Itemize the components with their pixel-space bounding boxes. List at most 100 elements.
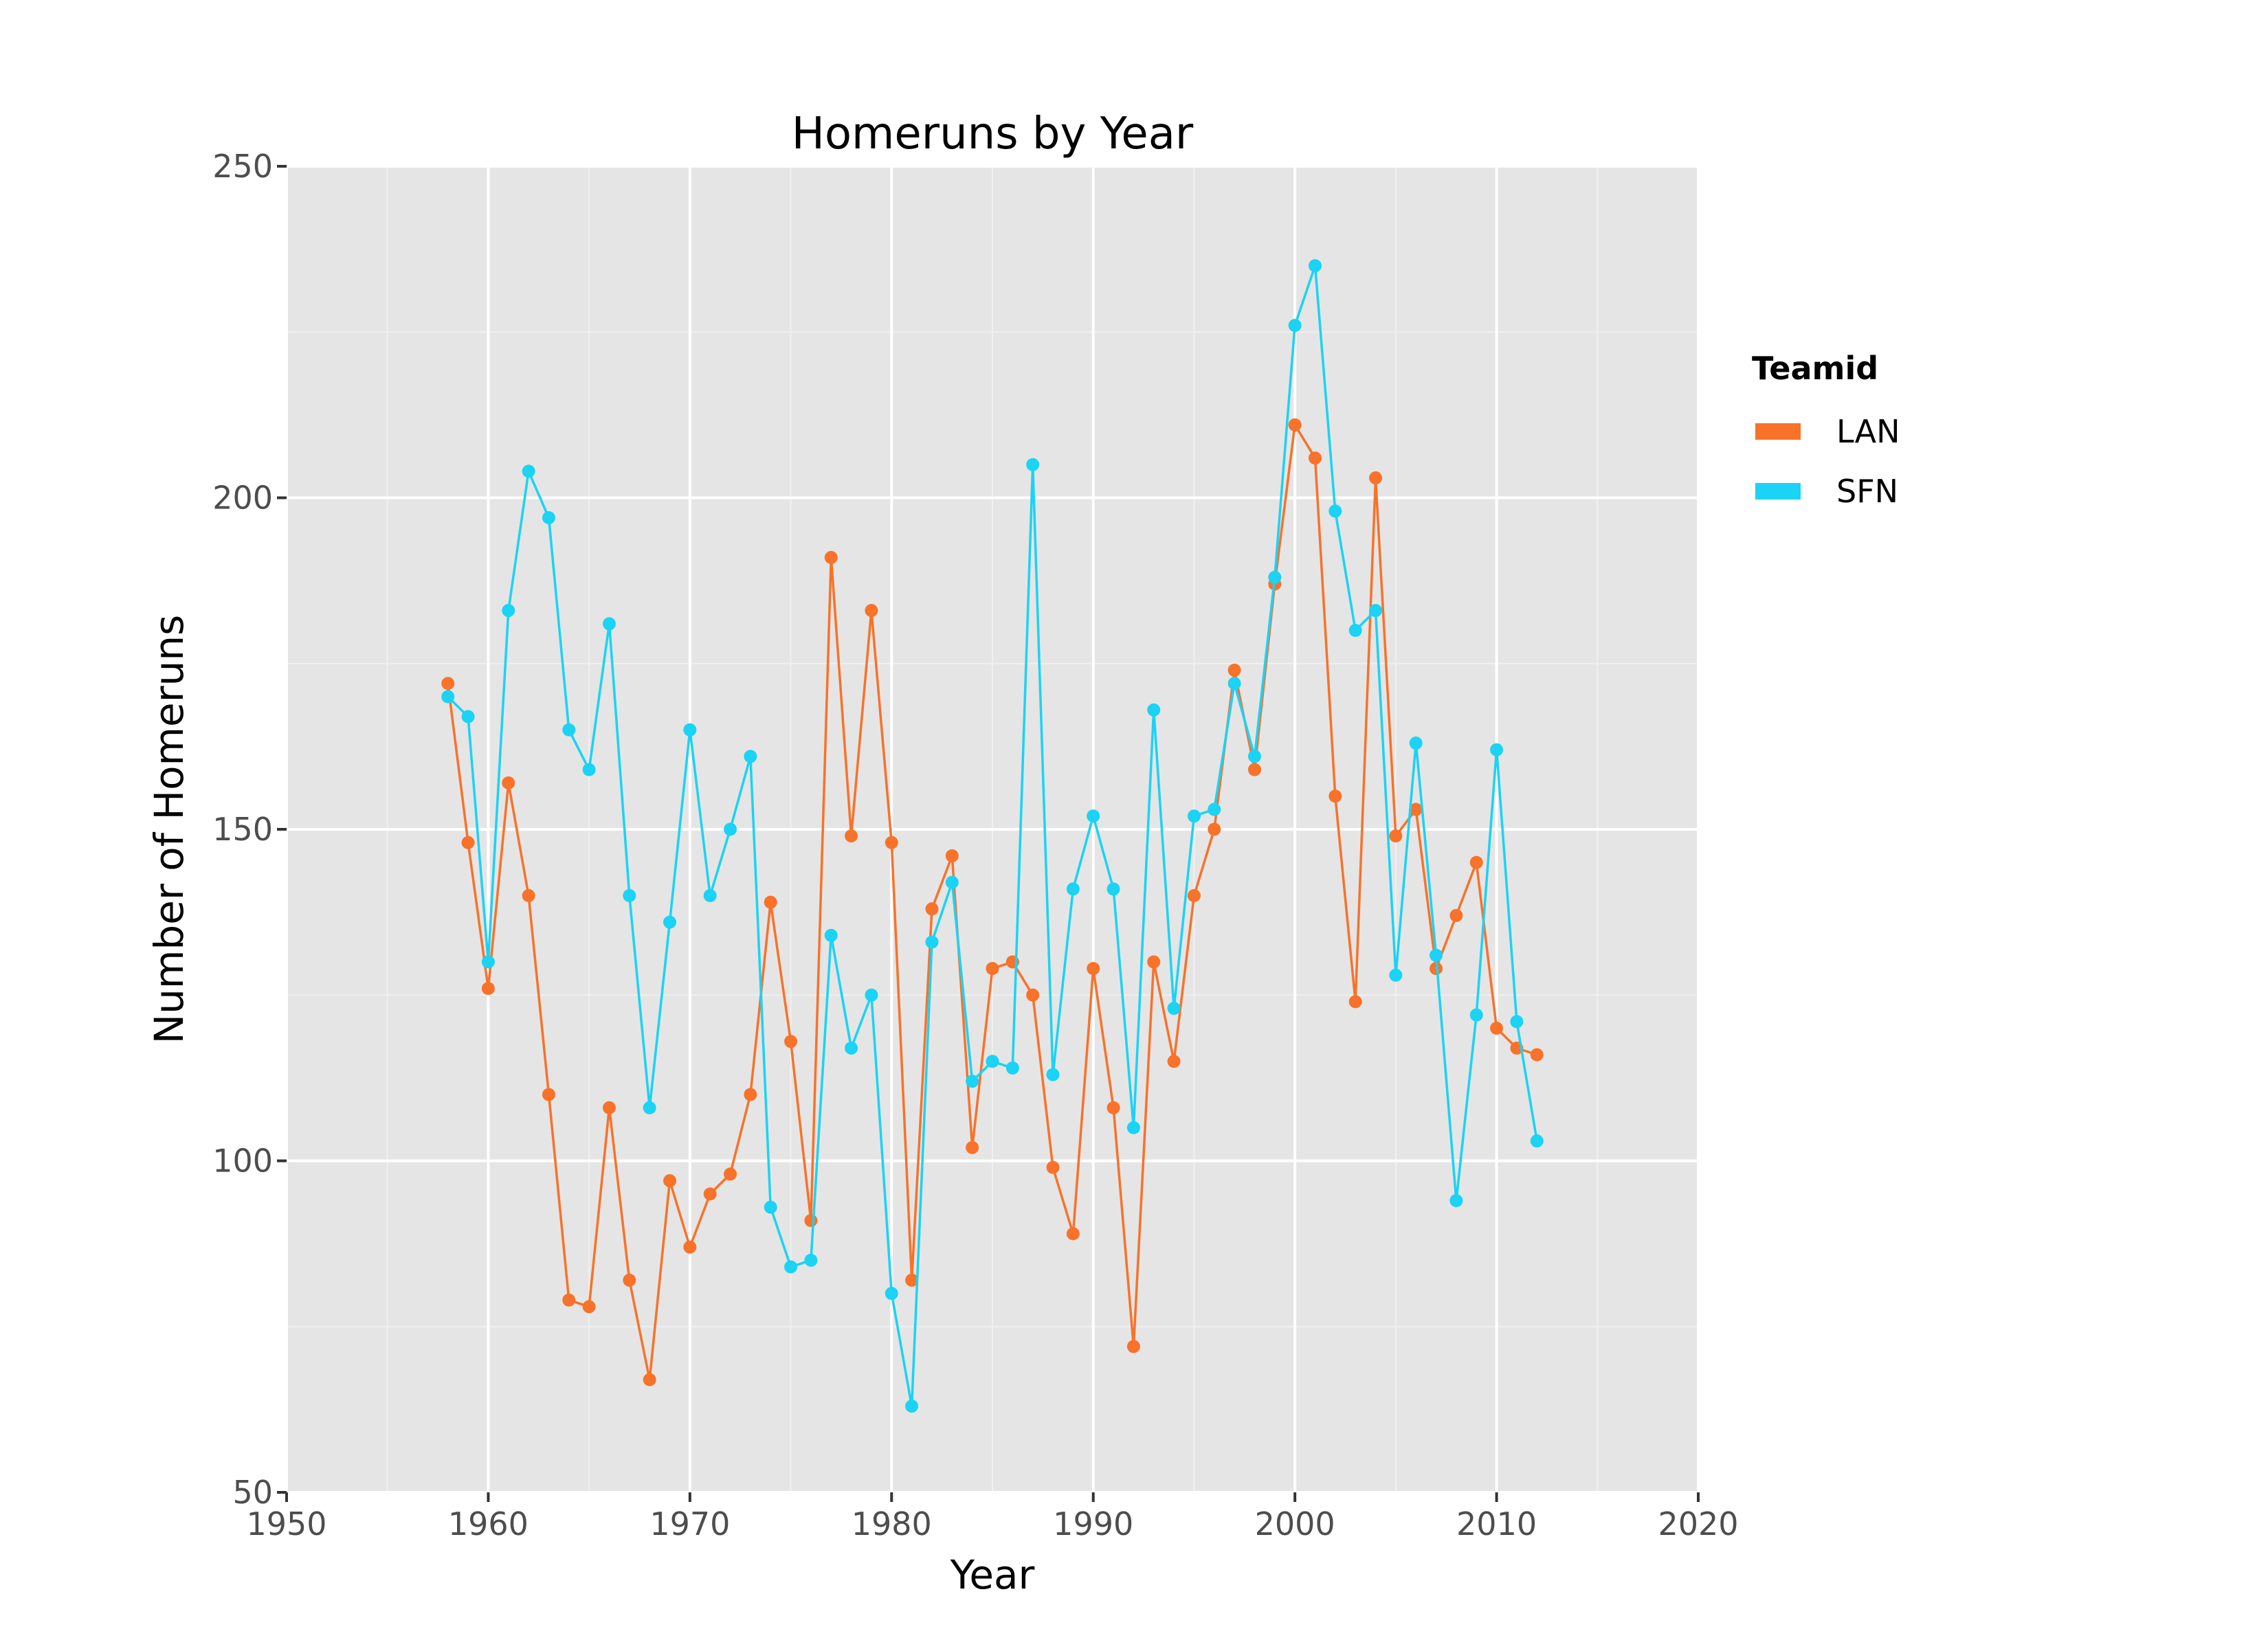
data-point-sfn [522, 464, 535, 478]
legend-swatch-lan [1755, 423, 1801, 440]
data-point-sfn [865, 988, 878, 1002]
data-point-sfn [1268, 570, 1282, 584]
data-point-lan [602, 1101, 616, 1114]
x-tick-label: 2020 [1658, 1505, 1738, 1543]
data-point-sfn [623, 889, 636, 902]
data-point-sfn [966, 1075, 979, 1088]
data-point-lan [1449, 908, 1463, 922]
data-point-sfn [1328, 504, 1342, 518]
series-lan [441, 418, 1544, 1387]
legend-title: Teamid [1752, 350, 1878, 387]
data-point-lan [1147, 955, 1161, 969]
data-point-lan [522, 889, 535, 902]
data-point-lan [1389, 829, 1403, 843]
legend: Teamid LAN SFN [1752, 350, 1900, 510]
data-point-lan [1247, 763, 1261, 776]
data-point-lan [764, 895, 777, 909]
data-point-lan [1227, 663, 1241, 677]
y-axis-label: Number of Homeruns [146, 615, 192, 1044]
data-point-sfn [1046, 1068, 1060, 1081]
legend-items: LAN SFN [1755, 413, 1900, 510]
data-point-lan [1530, 1048, 1544, 1062]
data-point-sfn [1308, 259, 1322, 273]
data-point-sfn [481, 955, 495, 969]
data-point-lan [966, 1141, 979, 1154]
data-point-sfn [1208, 803, 1221, 816]
data-point-sfn [1167, 1002, 1181, 1016]
data-point-sfn [925, 935, 939, 949]
data-point-lan [683, 1240, 697, 1254]
data-point-lan [663, 1174, 677, 1187]
data-point-sfn [1147, 703, 1161, 717]
x-axis-label: Year [950, 1551, 1035, 1598]
data-point-sfn [885, 1287, 898, 1300]
data-point-sfn [1348, 624, 1362, 637]
data-point-lan [502, 776, 515, 789]
data-point-sfn [845, 1041, 858, 1055]
data-point-sfn [1469, 1008, 1483, 1022]
data-point-lan [481, 982, 495, 996]
data-point-lan [744, 1088, 757, 1101]
legend-label-sfn: SFN [1836, 473, 1898, 510]
y-tick-label: 50 [232, 1474, 273, 1511]
data-point-lan [804, 1213, 818, 1227]
data-point-lan [562, 1293, 576, 1307]
data-point-sfn [1026, 458, 1040, 471]
data-point-sfn [905, 1400, 919, 1413]
data-point-lan [1369, 471, 1383, 485]
data-point-lan [905, 1273, 919, 1287]
data-point-sfn [542, 511, 555, 524]
x-tick-label: 1990 [1053, 1505, 1133, 1543]
data-point-sfn [1187, 809, 1201, 823]
data-point-sfn [824, 928, 838, 942]
data-point-sfn [1490, 743, 1504, 756]
data-point-lan [1348, 995, 1362, 1009]
y-tick-label: 100 [212, 1143, 273, 1180]
data-point-lan [461, 835, 475, 849]
data-point-lan [1469, 855, 1483, 869]
data-point-lan [542, 1088, 555, 1101]
data-point-lan [1167, 1055, 1181, 1068]
data-point-lan [724, 1167, 737, 1181]
data-point-sfn [1430, 948, 1443, 962]
data-point-sfn [1409, 737, 1423, 750]
data-point-lan [986, 962, 999, 976]
data-point-lan [703, 1187, 717, 1201]
data-point-sfn [441, 690, 455, 704]
data-point-sfn [986, 1055, 999, 1068]
data-point-lan [1308, 451, 1322, 465]
data-point-sfn [1087, 809, 1100, 823]
data-point-sfn [663, 915, 677, 929]
data-point-sfn [1247, 750, 1261, 763]
data-point-lan [1066, 1227, 1080, 1241]
x-tick-label: 2000 [1255, 1505, 1335, 1543]
data-point-sfn [1369, 604, 1383, 618]
data-point-lan [865, 604, 878, 618]
chart-title: Homeruns by Year [792, 109, 1194, 159]
data-point-lan [643, 1373, 656, 1387]
x-tick-label: 2010 [1456, 1505, 1537, 1543]
data-point-lan [1107, 1101, 1120, 1114]
data-point-lan [1087, 962, 1100, 976]
data-point-sfn [1449, 1193, 1463, 1207]
data-point-sfn [502, 604, 515, 618]
data-point-lan [925, 902, 939, 916]
data-point-sfn [764, 1200, 777, 1214]
y-tick-label: 200 [212, 480, 273, 517]
x-tick-label: 1970 [649, 1505, 730, 1543]
data-point-lan [1187, 889, 1201, 902]
x-tick-label: 1980 [852, 1505, 932, 1543]
data-point-lan [824, 550, 838, 564]
data-point-sfn [643, 1101, 656, 1114]
data-point-sfn [602, 617, 616, 631]
data-point-sfn [562, 723, 576, 737]
data-point-sfn [945, 875, 959, 889]
data-point-lan [1026, 988, 1040, 1002]
data-point-sfn [744, 750, 757, 763]
data-point-lan [1208, 822, 1221, 836]
data-point-sfn [784, 1260, 798, 1274]
data-point-sfn [1066, 882, 1080, 896]
legend-swatch-sfn [1755, 483, 1801, 500]
data-point-sfn [1288, 319, 1302, 333]
